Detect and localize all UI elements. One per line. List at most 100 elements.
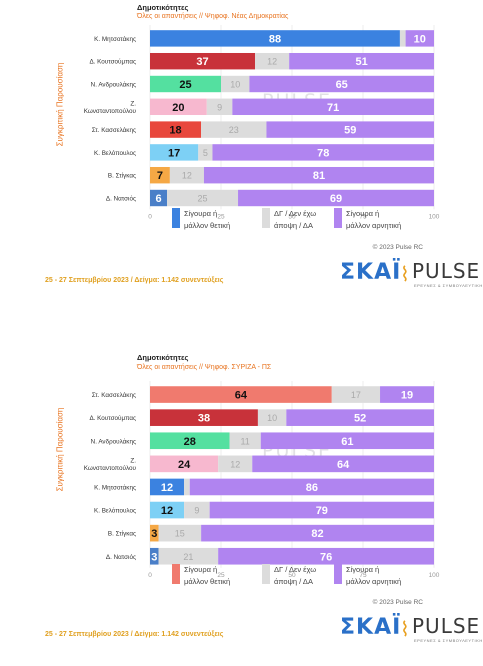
bar-positive	[150, 432, 230, 450]
data-label-negative: 71	[327, 102, 339, 114]
pulse-logo: PULSE	[412, 614, 481, 638]
data-label-negative: 52	[354, 413, 366, 425]
bar-neutral	[218, 455, 253, 473]
data-label-positive: 3	[151, 551, 157, 563]
data-label-negative: 82	[311, 528, 323, 540]
legend-label-positive: Σίγουρα ή μάλλον θετική	[184, 565, 231, 586]
bar-negative	[286, 409, 434, 426]
data-label-positive: 20	[172, 102, 184, 114]
bar-negative	[260, 432, 434, 450]
data-label-neutral: 12	[182, 171, 192, 181]
category-label: Δ. Κουτσούμπας	[89, 58, 136, 66]
chart-title: Δημοτικότητες	[137, 3, 189, 12]
x-tick-label: 25	[217, 572, 225, 579]
data-label-neutral: 5	[203, 148, 208, 158]
skai-logo: ΣΚΑΪ	[340, 260, 402, 285]
chart-panel-syriza: Δημοτικότητες Όλες οι απαντήσεις // Ψηφο…	[0, 333, 483, 666]
bar-positive	[150, 144, 199, 161]
bar-negative	[238, 189, 434, 207]
data-label-negative: 78	[317, 147, 329, 159]
legend-label-neutral: ΔΓ / Δεν έχω άποψη / ΔΑ	[274, 209, 317, 230]
category-label-line: Δ. Κουτσούμπας	[89, 58, 136, 66]
data-label-negative: 86	[306, 482, 318, 494]
data-label-positive: 17	[168, 147, 180, 159]
category-label-line: Κ. Μητσοτάκης	[94, 483, 136, 491]
x-tick-label: 75	[359, 213, 367, 220]
data-label-positive: 38	[198, 413, 210, 425]
pulse-logo-subtitle: ΕΡΕΥΝΕΣ & ΣΥΜΒΟΥΛΕΥΤΙΚΗ	[414, 638, 483, 643]
bar-neutral	[169, 166, 204, 184]
bar-positive	[150, 547, 159, 565]
data-label-negative: 19	[401, 390, 413, 402]
category-label: Ζ. Κωνσταντοπούλου	[84, 457, 137, 472]
bar-neutral	[331, 386, 381, 403]
bar-neutral	[229, 432, 261, 450]
x-tick-label: 100	[429, 572, 440, 579]
legend-item-positive: Σίγουρα ή μάλλον θετική	[172, 208, 242, 232]
data-label-negative: 69	[330, 193, 342, 205]
bar-negative	[252, 455, 434, 473]
bar-neutral	[158, 547, 219, 565]
legend-label-negative: Σίγουρα ή μάλλον αρνητική	[346, 565, 402, 586]
bar-negative	[212, 144, 434, 161]
data-label-neutral: 9	[194, 506, 199, 516]
category-label: Β. Στίγκας	[108, 530, 136, 538]
data-label-neutral: 9	[217, 102, 222, 112]
bar-neutral	[399, 30, 406, 47]
data-label-neutral: 12	[267, 57, 277, 67]
legend-item-negative: Σίγουρα ή μάλλον αρνητική	[334, 564, 404, 588]
pulse-logo-subtitle: ΕΡΕΥΝΕΣ & ΣΥΜΒΟΥΛΕΥΤΙΚΗ	[414, 283, 483, 288]
bar-negative	[405, 30, 434, 47]
data-label-positive: 24	[178, 459, 191, 471]
category-label-line: Κ. Μητσοτάκης	[94, 35, 136, 43]
x-tick-label: 50	[288, 213, 296, 220]
x-tick-label: 0	[148, 572, 152, 579]
bar-negative	[249, 75, 434, 93]
data-label-negative: 59	[344, 125, 356, 137]
legend-item-neutral: ΔΓ / Δεν έχω άποψη / ΔΑ	[262, 208, 332, 232]
category-label: Στ. Κασσελάκης	[92, 391, 136, 399]
data-label-negative: 10	[414, 33, 426, 45]
legend-item-neutral: ΔΓ / Δεν έχω άποψη / ΔΑ	[262, 564, 332, 588]
data-label-negative: 61	[341, 436, 353, 448]
legend-label-negative: Σίγουρα ή μάλλον αρνητική	[346, 209, 402, 230]
pulse-wave-icon: ⌇	[400, 619, 410, 641]
chart-panel-nd: Δημοτικότητες Όλες οι απαντήσεις // Ψηφο…	[45, 3, 483, 288]
category-label: Ν. Ανδρουλάκης	[91, 437, 136, 445]
footer-sample-info: 25 - 27 Σεπτεμβρίου 2023 / Δείγμα: 1.142…	[45, 631, 224, 638]
category-label-line: Στ. Κασσελάκης	[92, 391, 136, 399]
bar-positive	[150, 478, 185, 496]
bar-negative	[189, 478, 434, 496]
legend-swatch-neutral	[262, 208, 270, 228]
category-label-line: Στ. Κασσελάκης	[92, 126, 136, 134]
data-label-neutral: 10	[230, 80, 240, 90]
category-label: Στ. Κασσελάκης	[92, 126, 136, 134]
data-label-negative: 81	[313, 170, 325, 182]
pulse-logo: PULSE	[412, 259, 481, 283]
bar-neutral	[255, 52, 290, 70]
x-tick-label: 75	[359, 572, 367, 579]
chart-subtitle: Όλες οι απαντήσεις // Ψηφοφ. ΣΥΡΙΖΑ - ΠΣ	[137, 364, 272, 371]
data-label-negative: 51	[355, 56, 367, 68]
data-label-positive: 37	[196, 56, 208, 68]
bar-positive	[150, 455, 219, 473]
data-label-positive: 88	[269, 33, 281, 45]
legend-swatch-negative	[334, 208, 342, 228]
bar-positive	[150, 52, 256, 70]
category-label: Δ. Νατσιός	[106, 195, 136, 203]
legend-swatch-positive	[172, 564, 180, 584]
category-label-line: Κ. Βελόπουλος	[94, 507, 136, 515]
bar-neutral	[257, 409, 287, 426]
data-label-positive: 7	[157, 170, 163, 182]
category-label: Κ. Βελόπουλος	[94, 149, 136, 157]
x-tick-label: 25	[217, 213, 225, 220]
data-label-neutral: 11	[240, 436, 249, 446]
x-tick-label: 0	[148, 213, 152, 220]
bar-negative	[266, 121, 434, 138]
bar-positive	[150, 501, 185, 519]
data-label-positive: 3	[151, 528, 157, 540]
bar-positive	[150, 409, 258, 426]
data-label-positive: 28	[184, 436, 196, 448]
skai-logo: ΣΚΑΪ	[340, 615, 402, 640]
